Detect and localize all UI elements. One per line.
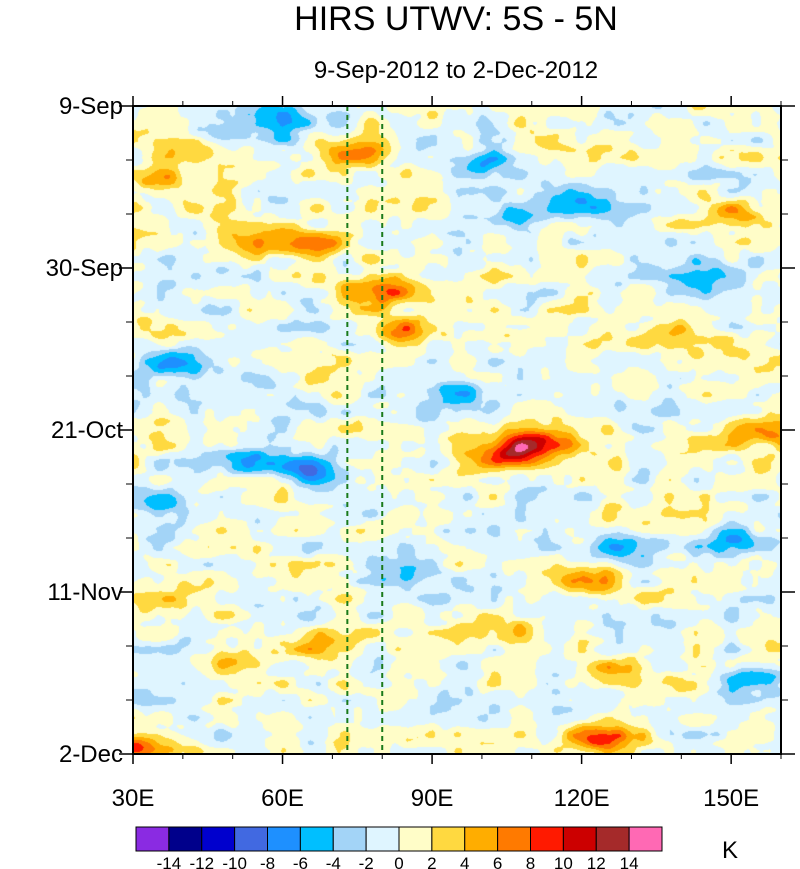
colorbar-unit: K (722, 837, 738, 864)
colorbar-swatch (135, 826, 170, 852)
colorbar-swatch (595, 826, 630, 852)
y-tick-label: 30-Sep (46, 255, 123, 282)
colorbar-swatch (365, 826, 400, 852)
colorbar-label: 6 (493, 854, 502, 869)
x-tick-label: 90E (411, 785, 454, 812)
colorbar-label: 12 (587, 854, 606, 869)
y-tick-label: 11-Nov (47, 579, 123, 606)
y-tick-label: 9-Sep (59, 93, 123, 120)
colorbar-label: 4 (460, 854, 469, 869)
colorbar-swatch (168, 826, 203, 852)
x-tick-label: 30E (112, 785, 155, 812)
colorbar-swatch (299, 826, 334, 852)
axes: 30E 60E 90E 120E 150E 9-Sep 30-Sep 21-Oct 11-Nov… (46, 93, 795, 812)
x-tick-label: 120E (554, 785, 610, 812)
colorbar-label: 8 (526, 854, 535, 869)
colorbar-label: -10 (222, 854, 247, 869)
colorbar-swatch (398, 826, 433, 852)
colorbar-swatch (562, 826, 597, 852)
y-tick-label: 21-Oct (51, 417, 123, 444)
colorbar-swatch (431, 826, 466, 852)
colorbar-label: 0 (394, 854, 403, 869)
y-tick-label: 2-Dec (59, 741, 123, 768)
anomaly-heatmap (133, 106, 781, 754)
chart-title: HIRS UTWV: 5S - 5N (294, 0, 618, 38)
colorbar-swatch (332, 826, 367, 852)
colorbar-swatch (201, 826, 236, 852)
colorbar-swatch (497, 826, 531, 852)
colorbar-label: 10 (554, 854, 573, 869)
colorbar-label: -12 (189, 854, 214, 869)
colorbar-swatch (628, 826, 663, 852)
colorbar-label: -4 (326, 854, 341, 869)
colorbar-label: -14 (157, 854, 182, 869)
x-tick-label: 60E (261, 785, 304, 812)
colorbar-label: 2 (427, 854, 436, 869)
plot-area (133, 106, 781, 754)
colorbar-label: -2 (359, 854, 374, 869)
colorbar-label: 14 (620, 854, 639, 869)
x-tick-label: 150E (703, 785, 759, 812)
colorbar-swatch (530, 826, 564, 852)
reference-lines (346, 106, 384, 754)
colorbar-swatch (464, 826, 499, 852)
colorbar: -14 -12 -10 -8 -6 -4 -2 0 2 4 6 8 10 12 14 (135, 826, 663, 869)
colorbar-label: -6 (293, 854, 308, 869)
chart-subtitle: 9-Sep-2012 to 2-Dec-2012 (314, 57, 598, 84)
colorbar-swatch (234, 826, 268, 852)
colorbar-swatch (267, 826, 301, 852)
colorbar-label: -8 (260, 854, 275, 869)
